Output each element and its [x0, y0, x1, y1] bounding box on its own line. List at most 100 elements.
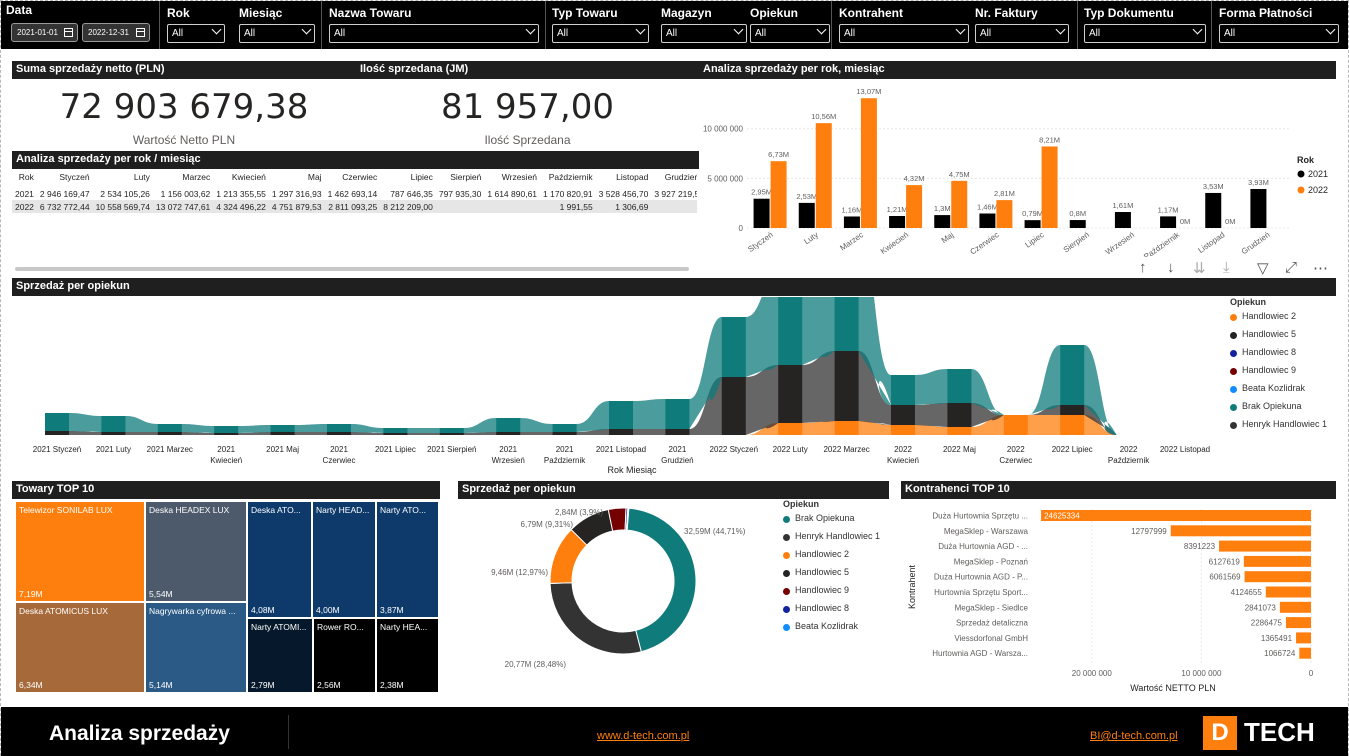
bar-2022[interactable]: [951, 180, 968, 228]
ribbon-column-segment[interactable]: [101, 416, 126, 432]
slicer-dropdown[interactable]: All: [750, 24, 830, 43]
legend-item[interactable]: Beata Kozlidrak: [783, 621, 893, 639]
matrix-column-header[interactable]: Październik: [548, 172, 593, 182]
treemap-tile[interactable]: Rower RO... 2,56M: [313, 618, 376, 693]
chevron-down-icon[interactable]: [1325, 24, 1336, 35]
slicer-dropdown[interactable]: All: [661, 24, 747, 43]
calendar-icon[interactable]: [64, 28, 73, 37]
contractor-bar[interactable]: [1299, 647, 1311, 659]
contractors-bar-chart[interactable]: 20 000 000 10 000 000 0 24625334 Duża Hurtow…: [901, 501, 1336, 699]
contractor-bar[interactable]: [1041, 510, 1311, 521]
ribbon-column-segment[interactable]: [270, 425, 295, 432]
chevron-down-icon[interactable]: [1192, 24, 1203, 35]
bar-2022[interactable]: [770, 161, 787, 228]
slicer-dropdown[interactable]: All: [1084, 24, 1206, 43]
chevron-down-icon[interactable]: [816, 24, 827, 35]
ribbon-column-segment[interactable]: [609, 401, 633, 429]
calendar-icon[interactable]: [136, 28, 145, 37]
ribbon-column-segment[interactable]: [778, 297, 803, 365]
email-link[interactable]: BI@d-tech.com.pl: [1090, 730, 1178, 742]
legend-item[interactable]: Handlowiec 8: [783, 603, 893, 621]
date-from-input[interactable]: 2021-01-01: [11, 23, 78, 42]
slicer-dropdown[interactable]: All: [329, 24, 539, 43]
bar-2021[interactable]: [889, 215, 906, 228]
ribbon-column-segment[interactable]: [157, 424, 182, 432]
sales-matrix[interactable]: Rok Styczeń Luty Marzec Kwiecień Maj Czerwiec L…: [12, 167, 697, 267]
legend-item[interactable]: Brak Opiekuna: [783, 513, 893, 531]
legend-item[interactable]: Handlowiec 5: [783, 567, 893, 585]
ribbon-column-segment[interactable]: [157, 432, 182, 435]
ribbon-column-segment[interactable]: [834, 351, 859, 421]
bar-2021[interactable]: [1205, 192, 1222, 228]
ribbon-column-segment[interactable]: [778, 423, 803, 435]
bar-2021[interactable]: [1069, 220, 1086, 228]
donut-slice[interactable]: [549, 582, 642, 655]
matrix-column-header[interactable]: Sierpień: [450, 172, 482, 182]
ribbon-column-segment[interactable]: [609, 429, 633, 435]
ribbon-column-segment[interactable]: [721, 317, 746, 377]
ribbon-column-segment[interactable]: [947, 369, 972, 403]
legend-item[interactable]: Henryk Handlowiec 1: [783, 531, 893, 549]
contractor-bar[interactable]: [1243, 555, 1311, 567]
products-treemap[interactable]: Telewizor SONILAB LUX 7,19M Deska ATOMICUS…: [15, 501, 439, 693]
slicer-dropdown[interactable]: All: [975, 24, 1069, 43]
bar-2021[interactable]: [1250, 188, 1267, 228]
ribbon-column-segment[interactable]: [214, 426, 239, 433]
bar-2022[interactable]: [996, 200, 1013, 228]
treemap-tile[interactable]: Narty HEA... 2,38M: [376, 618, 439, 693]
ribbon-column-segment[interactable]: [665, 399, 690, 429]
matrix-column-header[interactable]: Rok: [18, 172, 34, 182]
bar-2021[interactable]: [979, 213, 996, 228]
treemap-tile[interactable]: Deska ATOMICUS LUX 6,34M: [15, 602, 145, 693]
treemap-tile[interactable]: Narty ATO... 3,87M: [376, 501, 439, 618]
ribbon-column-segment[interactable]: [1003, 415, 1028, 435]
contractor-bar[interactable]: [1170, 525, 1311, 537]
treemap-tile[interactable]: Deska HEADEX LUX 5,54M: [145, 501, 247, 602]
matrix-column-header[interactable]: Lipiec: [410, 172, 433, 182]
slicer-dropdown[interactable]: All: [1219, 24, 1339, 43]
drill-down-icon[interactable]: ↓: [1167, 259, 1175, 276]
ribbon-column-segment[interactable]: [383, 428, 408, 433]
ribbon-column-segment[interactable]: [214, 433, 239, 435]
contractor-bar[interactable]: [1265, 586, 1311, 598]
ribbon-column-segment[interactable]: [1060, 415, 1085, 435]
matrix-column-header[interactable]: Kwiecień: [231, 172, 266, 182]
matrix-column-header[interactable]: Czerwiec: [342, 172, 378, 182]
treemap-tile[interactable]: Narty ATOMI... 2,79M: [247, 618, 313, 693]
ribbon-column-segment[interactable]: [947, 403, 972, 427]
contractor-bar[interactable]: [1285, 617, 1311, 629]
ribbon-column-segment[interactable]: [439, 428, 464, 433]
drill-up-icon[interactable]: ↑: [1139, 259, 1147, 276]
contractor-bar[interactable]: [1279, 601, 1311, 613]
ribbon-column-segment[interactable]: [1060, 345, 1085, 405]
ribbon-column-segment[interactable]: [383, 433, 408, 435]
ribbon-column-segment[interactable]: [834, 297, 859, 351]
legend-item[interactable]: Brak Opiekuna: [1230, 401, 1340, 419]
bar-2021[interactable]: [843, 216, 860, 228]
chevron-down-icon[interactable]: [955, 24, 966, 35]
ribbon-column-segment[interactable]: [947, 427, 972, 435]
contractor-bar[interactable]: [1244, 571, 1311, 583]
more-options-icon[interactable]: ⋯: [1313, 260, 1328, 277]
chevron-down-icon[interactable]: [1055, 24, 1066, 35]
matrix-column-header[interactable]: Luty: [133, 172, 150, 182]
ribbon-column-segment[interactable]: [665, 429, 690, 435]
legend-item[interactable]: Handlowiec 5: [1230, 329, 1340, 347]
legend-item[interactable]: Beata Kozlidrak: [1230, 383, 1340, 401]
legend-item[interactable]: Handlowiec 2: [783, 549, 893, 567]
legend-item[interactable]: Handlowiec 9: [783, 585, 893, 603]
chevron-down-icon[interactable]: [635, 24, 646, 35]
contractor-bar[interactable]: [1296, 632, 1311, 644]
slicer-dropdown[interactable]: All: [239, 24, 315, 43]
legend-item[interactable]: Handlowiec 9: [1230, 365, 1340, 383]
matrix-column-header[interactable]: Wrzesień: [501, 172, 538, 182]
chevron-down-icon[interactable]: [525, 24, 536, 35]
bar-2021[interactable]: [1114, 212, 1131, 228]
legend-item[interactable]: Henryk Handlowiec 1: [1230, 419, 1340, 437]
ribbon-column-segment[interactable]: [891, 375, 915, 405]
chevron-down-icon[interactable]: [301, 24, 312, 35]
ribbon-column-segment[interactable]: [439, 433, 464, 435]
matrix-column-header[interactable]: Marzec: [182, 172, 211, 182]
treemap-tile[interactable]: Telewizor SONILAB LUX 7,19M: [15, 501, 145, 602]
focus-mode-icon[interactable]: ⤢: [1285, 259, 1298, 276]
